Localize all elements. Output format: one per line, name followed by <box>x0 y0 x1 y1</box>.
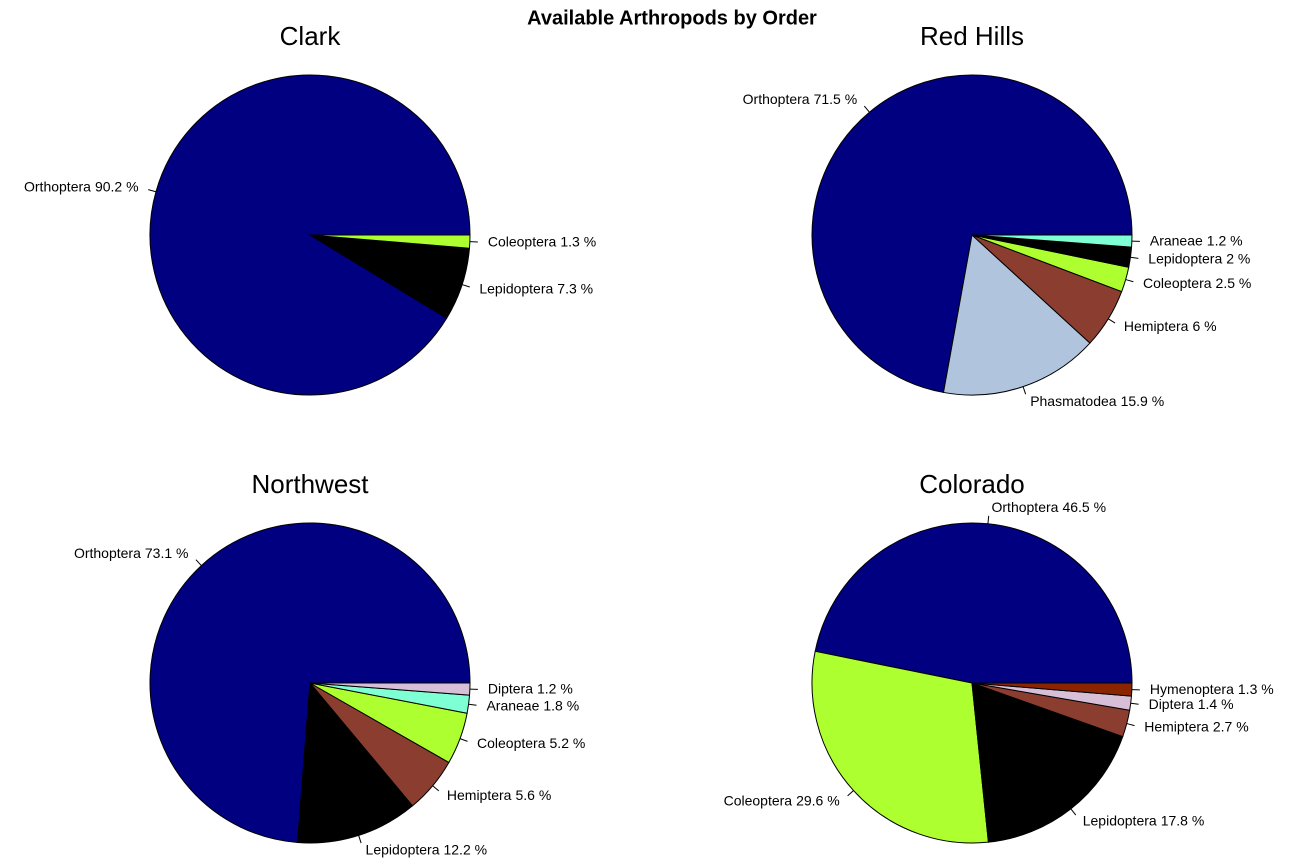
slice-label: Araneae 1.2 % <box>1150 232 1243 248</box>
leader-line <box>432 785 440 792</box>
leader-line <box>148 189 157 193</box>
slice-category: Hemiptera <box>1124 318 1189 334</box>
leader-line <box>459 738 468 742</box>
leader-line <box>1070 808 1077 816</box>
slice-category: Hymenoptera <box>1150 681 1234 697</box>
slice-label: Lepidoptera 17.8 % <box>1083 812 1205 828</box>
slice-value: 17.8 % <box>1161 812 1205 828</box>
slice-category: Lepidoptera <box>1083 812 1157 828</box>
slice-value: 2 % <box>1226 250 1250 266</box>
slice-value: 7.3 % <box>557 280 593 296</box>
leader-line <box>1125 279 1134 283</box>
leader-line <box>468 703 477 706</box>
leader-line <box>1022 386 1027 395</box>
slice-label: Hemiptera 2.7 % <box>1144 718 1248 734</box>
leader-line <box>1130 256 1139 259</box>
slice-label: Diptera 1.2 % <box>488 680 573 696</box>
pie-title: Colorado <box>919 469 1025 499</box>
slice-label: Coleoptera 5.2 % <box>477 735 585 751</box>
slice-category: Lepidoptera <box>479 280 553 296</box>
slice-category: Araneae <box>1150 232 1203 248</box>
slice-value: 6 % <box>1192 318 1216 334</box>
slice-category: Lepidoptera <box>1148 250 1222 266</box>
slice-value: 46.5 % <box>1062 499 1106 515</box>
slice-category: Orthoptera <box>74 545 141 561</box>
leader-line <box>863 105 870 113</box>
slice-value: 1.2 % <box>1207 232 1243 248</box>
slice-category: Phasmatodea <box>1030 392 1117 408</box>
slice-value: 2.5 % <box>1216 275 1252 291</box>
slice-value: 73.1 % <box>145 545 189 561</box>
slice-value: 29.6 % <box>796 792 840 808</box>
slice-label: Coleoptera 1.3 % <box>488 233 596 249</box>
leader-line <box>358 835 362 844</box>
leader-line <box>1126 723 1135 727</box>
slice-label: Orthoptera 46.5 % <box>992 499 1107 515</box>
slice-value: 90.2 % <box>95 178 139 194</box>
main-title: Available Arthropods by Order <box>527 7 817 29</box>
pie-slice <box>811 650 989 844</box>
slice-label: Orthoptera 90.2 % <box>24 178 139 194</box>
slice-category: Hemiptera <box>1144 718 1209 734</box>
leader-line <box>195 559 202 566</box>
slice-category: Araneae <box>486 697 539 713</box>
slice-value: 5.6 % <box>515 787 551 803</box>
leader-line <box>987 515 990 524</box>
slice-label: Araneae 1.8 % <box>486 697 579 713</box>
slice-label: Hemiptera 5.6 % <box>447 787 551 803</box>
slice-label: Phasmatodea 15.9 % <box>1030 392 1164 408</box>
leader-line <box>1130 702 1139 705</box>
slice-label: Hymenoptera 1.3 % <box>1150 681 1274 697</box>
pie-title: Red Hills <box>920 21 1024 51</box>
slice-label: Lepidoptera 12.2 % <box>366 841 488 857</box>
slice-category: Coleoptera <box>1143 275 1212 291</box>
leader-line <box>847 790 854 797</box>
pie-slice <box>811 74 1133 394</box>
slice-label: Lepidoptera 2 % <box>1148 250 1250 266</box>
slice-value: 1.2 % <box>537 680 573 696</box>
slice-value: 1.3 % <box>560 233 596 249</box>
leader-line <box>461 284 470 288</box>
slice-category: Hemiptera <box>447 787 512 803</box>
slice-label: Lepidoptera 7.3 % <box>479 280 593 296</box>
slice-category: Diptera <box>1149 696 1194 712</box>
slice-category: Coleoptera <box>477 735 546 751</box>
slice-category: Coleoptera <box>488 233 557 249</box>
slice-value: 1.4 % <box>1198 696 1234 712</box>
slice-label: Diptera 1.4 % <box>1149 696 1234 712</box>
pie-slice <box>814 522 1133 684</box>
slice-category: Orthoptera <box>743 91 810 107</box>
pie-slice <box>309 682 471 696</box>
slice-label: Orthoptera 73.1 % <box>74 545 189 561</box>
leader-line <box>1108 318 1116 324</box>
slice-category: Orthoptera <box>24 178 91 194</box>
slice-label: Orthoptera 71.5 % <box>743 91 858 107</box>
pie-title: Clark <box>280 21 342 51</box>
pie-title: Northwest <box>251 469 369 499</box>
slice-value: 2.7 % <box>1213 718 1249 734</box>
slice-category: Lepidoptera <box>366 841 440 857</box>
slice-value: 1.3 % <box>1238 681 1274 697</box>
slice-label: Hemiptera 6 % <box>1124 318 1217 334</box>
slice-value: 5.2 % <box>550 735 586 751</box>
slice-value: 71.5 % <box>814 91 858 107</box>
slice-category: Diptera <box>488 680 533 696</box>
slice-label: Coleoptera 2.5 % <box>1143 275 1251 291</box>
slice-label: Coleoptera 29.6 % <box>724 792 840 808</box>
slice-value: 15.9 % <box>1121 392 1165 408</box>
slice-value: 1.8 % <box>543 697 579 713</box>
pie-slice <box>971 682 1124 843</box>
slice-category: Coleoptera <box>724 792 793 808</box>
slice-category: Orthoptera <box>992 499 1059 515</box>
slice-value: 12.2 % <box>443 841 487 857</box>
